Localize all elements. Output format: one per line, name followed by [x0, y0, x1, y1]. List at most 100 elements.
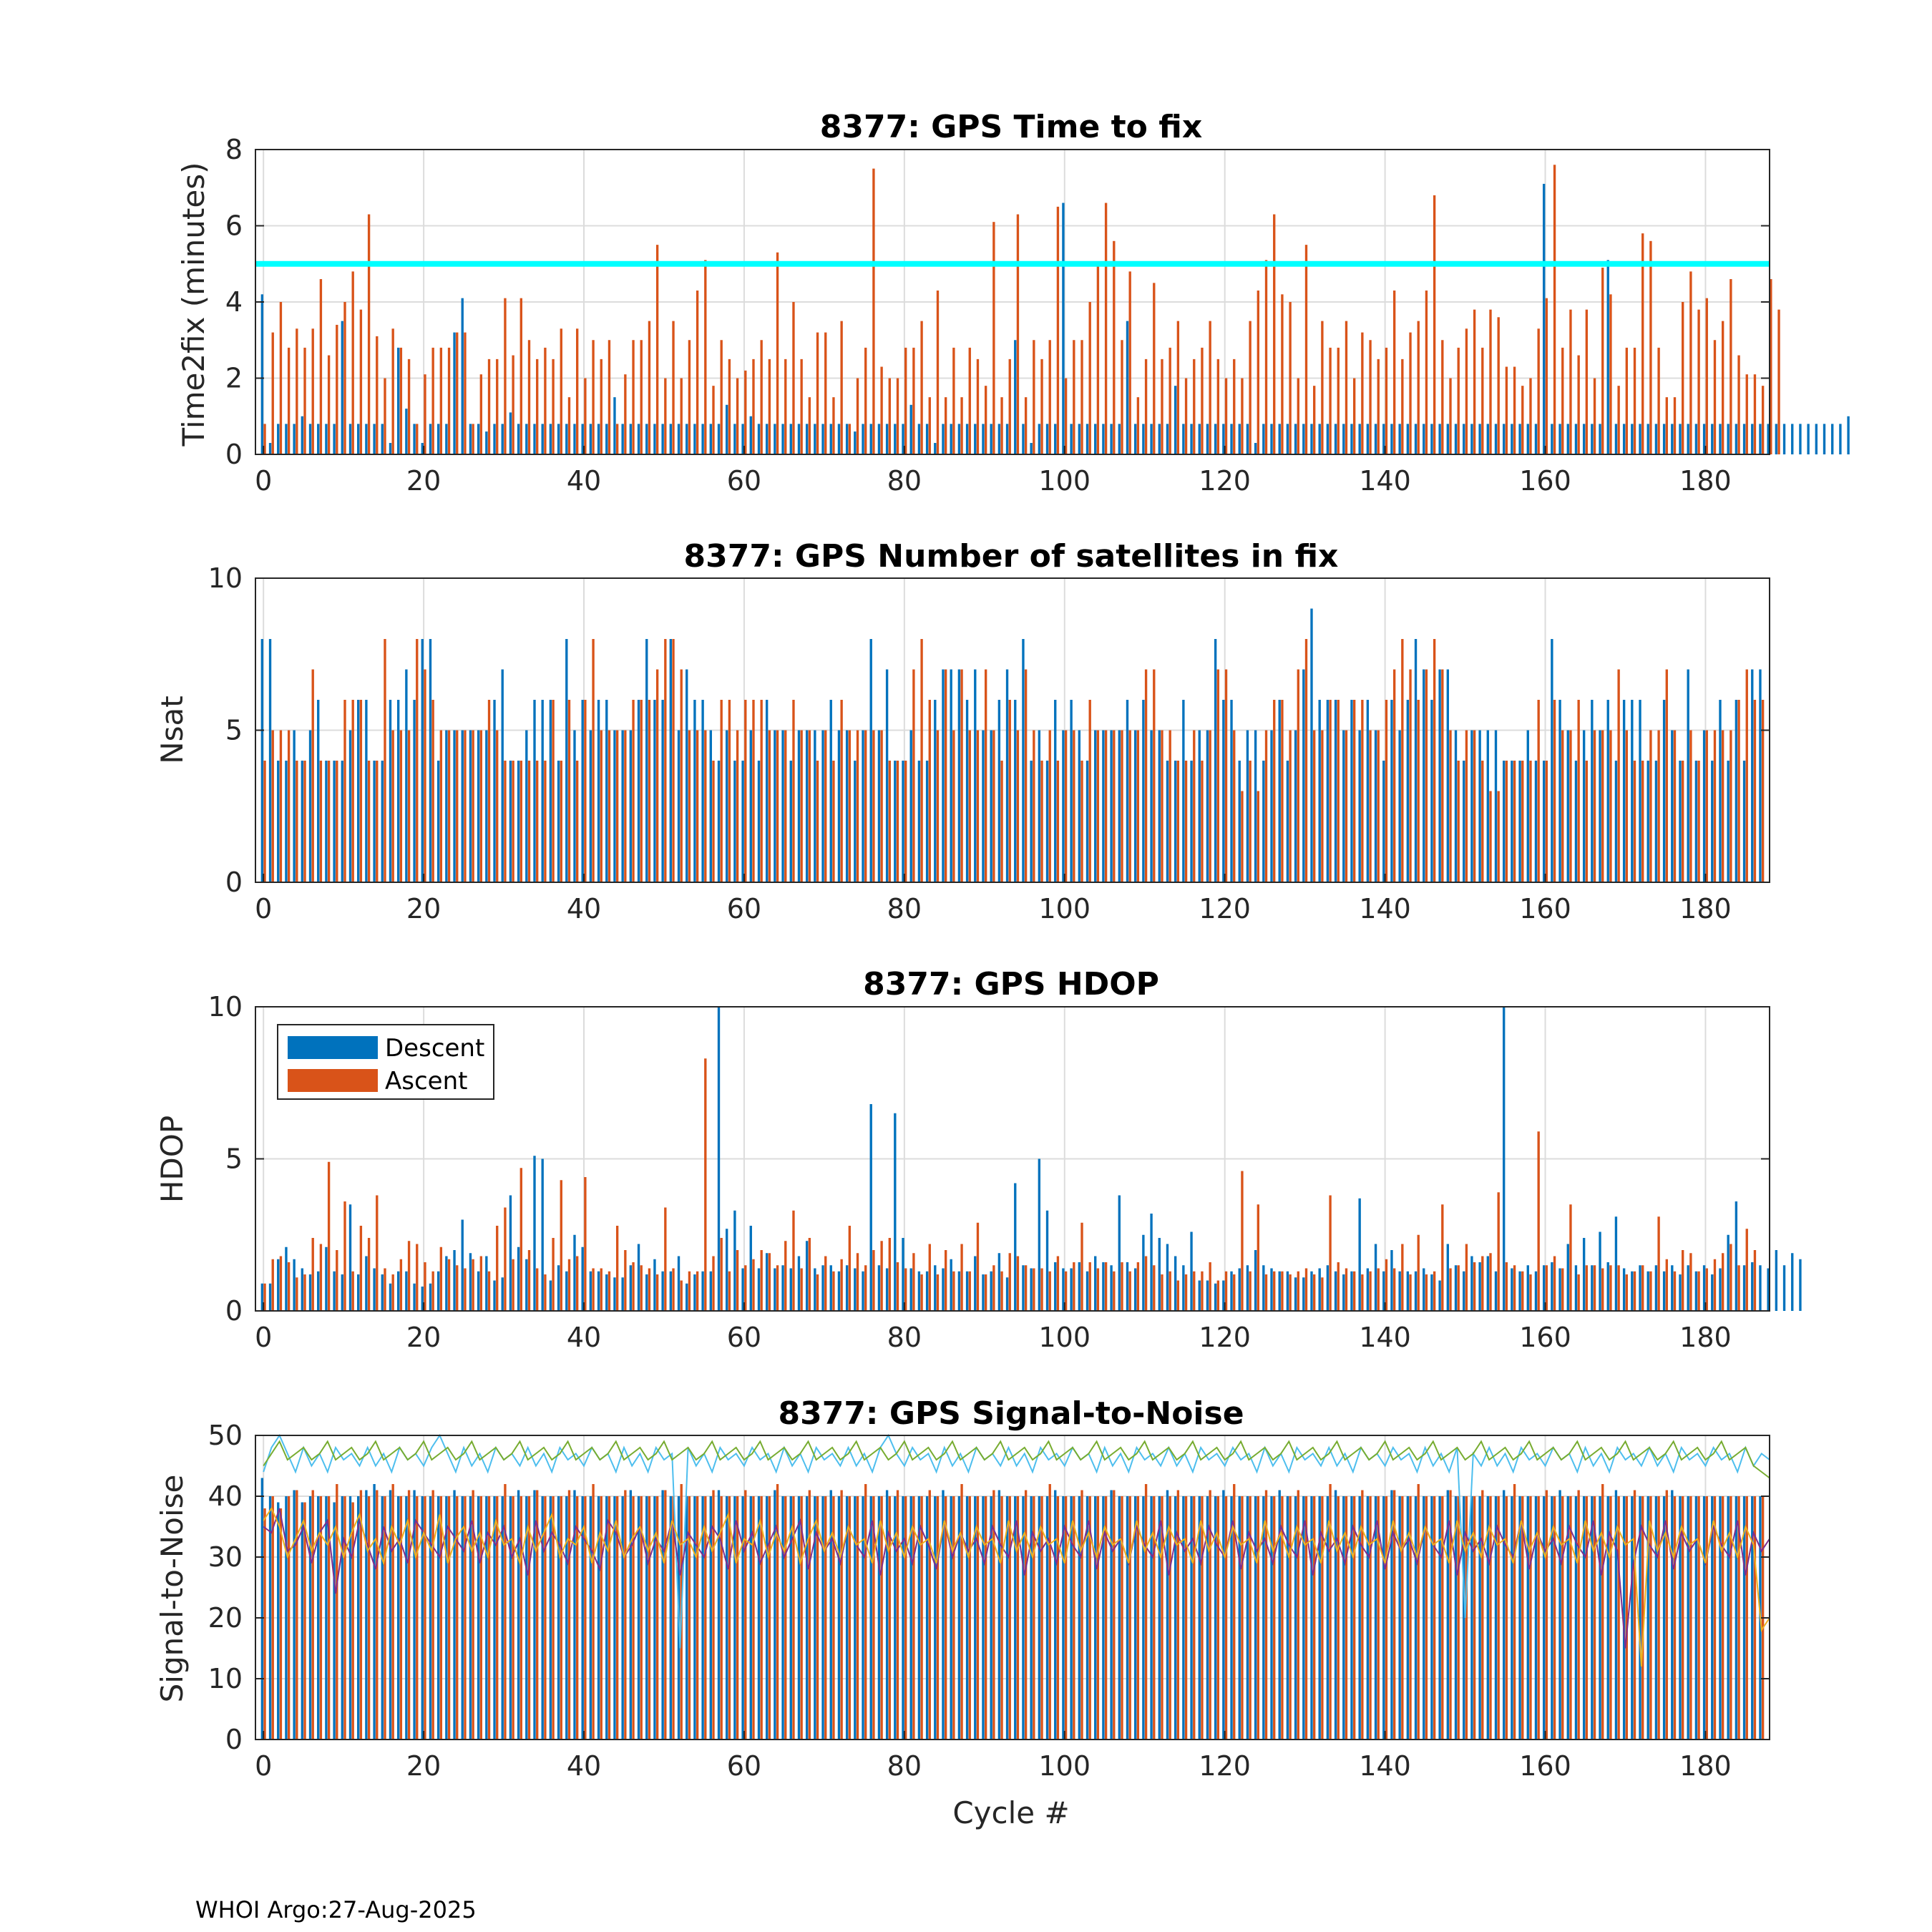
ascent-bar — [1585, 761, 1589, 882]
ascent-bar — [1176, 761, 1180, 882]
descent-bar — [1406, 700, 1410, 882]
ascent-bar — [976, 1222, 980, 1311]
ascent-bar — [343, 1201, 346, 1311]
descent-bar — [1246, 424, 1249, 454]
descent-bar — [957, 424, 961, 454]
ascent-bar — [1561, 1496, 1564, 1740]
ascent-bar — [1721, 730, 1724, 882]
ascent-bar — [920, 1496, 923, 1740]
ascent-bar — [1649, 730, 1652, 882]
descent-bar — [421, 1287, 424, 1311]
snr-ytick-label: 20 — [208, 1602, 243, 1634]
descent-bar — [1518, 1271, 1521, 1311]
ascent-bar — [1417, 700, 1420, 882]
descent-bar — [766, 424, 769, 454]
descent-bar — [845, 424, 849, 454]
ascent-bar — [912, 347, 915, 454]
descent-bar — [396, 347, 400, 454]
ascent-bar — [456, 730, 459, 882]
descent-bar — [805, 424, 809, 454]
descent-bar — [549, 1280, 552, 1311]
descent-bar — [1126, 321, 1129, 454]
snr-ytick-label: 30 — [208, 1541, 243, 1573]
ascent-bar — [336, 761, 338, 882]
descent-bar — [909, 1268, 912, 1311]
descent-bar — [661, 1271, 664, 1311]
descent-bar — [982, 1274, 985, 1311]
descent-bar — [1486, 424, 1489, 454]
descent-bar — [1038, 424, 1041, 454]
ascent-bar — [1008, 1253, 1011, 1311]
descent-bar — [445, 424, 448, 454]
snr-axes-box — [255, 1435, 1770, 1740]
descent-bar — [1366, 424, 1370, 454]
descent-bar — [990, 1496, 992, 1740]
descent-bar — [1551, 1262, 1553, 1311]
ascent-bar — [696, 1271, 699, 1311]
descent-bar — [1558, 1268, 1561, 1311]
descent-bar — [1639, 424, 1641, 454]
descent-bar — [925, 761, 929, 882]
descent-bar — [1070, 424, 1073, 454]
nsat-xtick-label: 40 — [567, 893, 601, 924]
ascent-bar — [1585, 1265, 1589, 1311]
ascent-bar — [992, 730, 995, 882]
descent-bar — [1398, 730, 1401, 882]
ascent-bar — [1392, 291, 1396, 454]
ascent-bar — [712, 1490, 715, 1740]
ascent-bar — [1201, 1496, 1204, 1740]
ascent-bar — [1257, 791, 1259, 882]
descent-bar — [1254, 730, 1257, 882]
ascent-bar — [1080, 1490, 1083, 1740]
descent-bar — [821, 1496, 824, 1740]
ascent-bar — [1761, 700, 1765, 882]
ascent-bar — [1753, 700, 1757, 882]
ascent-bar — [655, 1496, 659, 1740]
descent-bar — [436, 1271, 440, 1311]
descent-bar — [341, 761, 343, 882]
ascent-bar — [1297, 669, 1299, 882]
descent-bar — [1014, 1183, 1017, 1311]
ascent-bar — [496, 358, 499, 454]
ascent-bar — [1585, 309, 1589, 454]
ascent-bar — [1249, 321, 1252, 454]
descent-bar — [1014, 340, 1017, 454]
descent-bar — [1622, 424, 1626, 454]
descent-bar — [1423, 1268, 1425, 1311]
descent-bar — [645, 639, 648, 882]
ascent-bar — [464, 332, 467, 454]
descent-bar — [268, 1496, 272, 1740]
descent-bar — [1551, 424, 1553, 454]
ascent-bar — [664, 1207, 667, 1311]
ascent-bar — [648, 321, 651, 454]
snr-xtick-label: 0 — [255, 1750, 272, 1782]
descent-bar — [285, 1496, 288, 1740]
descent-bar — [862, 1271, 864, 1311]
descent-bar — [1190, 1496, 1193, 1740]
ascent-bar — [1273, 214, 1276, 454]
ascent-bar — [1585, 1496, 1589, 1740]
ascent-bar — [319, 761, 323, 882]
ascent-bar — [1489, 1496, 1492, 1740]
ascent-bar — [1609, 1496, 1612, 1740]
descent-bar — [325, 761, 328, 882]
ascent-bar — [327, 761, 331, 882]
ascent-bar — [848, 1226, 852, 1311]
ascent-bar — [640, 1265, 643, 1311]
ascent-bar — [800, 1496, 803, 1740]
descent-bar — [453, 730, 456, 882]
descent-bar — [1278, 424, 1281, 454]
ascent-bar — [1401, 1244, 1404, 1311]
descent-bar — [1702, 730, 1706, 882]
ascent-bar — [968, 347, 971, 454]
descent-bar — [1438, 424, 1441, 454]
descent-bar — [1791, 1253, 1794, 1311]
legend: Descent Ascent — [277, 1024, 494, 1100]
descent-bar — [1085, 424, 1089, 454]
descent-bar — [1414, 1496, 1418, 1740]
descent-bar — [1254, 1250, 1257, 1311]
ascent-bar — [567, 397, 571, 454]
descent-bar — [717, 1490, 721, 1740]
snr-xtick-label: 40 — [567, 1750, 601, 1782]
descent-bar — [541, 424, 544, 454]
